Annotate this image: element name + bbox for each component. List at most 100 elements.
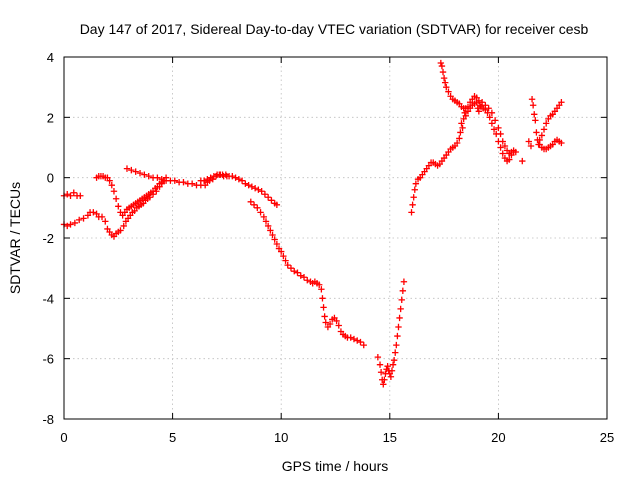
data-points: [60, 59, 565, 388]
data-point-marker: [408, 209, 415, 216]
data-point-marker: [475, 108, 483, 115]
data-point-marker: [486, 114, 493, 121]
data-point-marker: [396, 314, 403, 322]
data-point-marker: [540, 126, 548, 133]
data-point-marker: [499, 138, 506, 145]
data-point-marker: [71, 219, 79, 227]
data-point-marker: [158, 175, 165, 183]
data-point-marker: [453, 139, 461, 147]
y-tick-label: 0: [47, 171, 54, 186]
data-point-marker: [70, 189, 77, 196]
data-point-marker: [390, 356, 398, 364]
data-point-marker: [538, 132, 546, 139]
grid-lines: [64, 57, 607, 419]
data-point-marker: [441, 79, 449, 86]
data-point-marker: [457, 129, 464, 136]
data-point-marker: [321, 313, 328, 320]
data-point-marker: [291, 267, 298, 275]
data-point-marker: [304, 277, 311, 284]
data-point-marker: [273, 240, 281, 248]
data-point-marker: [64, 222, 71, 230]
data-point-marker: [254, 204, 261, 212]
data-point-marker: [398, 296, 405, 304]
data-point-marker: [229, 172, 236, 180]
data-point-marker: [318, 286, 325, 293]
data-point-marker: [146, 194, 153, 201]
data-point-marker: [264, 194, 272, 201]
data-point-marker: [558, 99, 565, 106]
data-point-marker: [320, 304, 327, 311]
data-point-marker: [102, 218, 109, 225]
data-point-marker: [335, 322, 342, 329]
data-point-marker: [261, 191, 269, 198]
data-point-marker: [235, 175, 243, 183]
data-point-marker: [322, 319, 329, 326]
data-point-marker: [98, 213, 106, 221]
x-tick-label: 10: [274, 430, 288, 445]
data-point-marker: [258, 188, 265, 195]
x-tick-label: 0: [60, 430, 67, 445]
data-point-marker: [117, 227, 124, 234]
data-point-marker: [527, 142, 535, 150]
data-point-marker: [260, 213, 268, 221]
data-point-marker: [478, 99, 486, 106]
data-point-marker: [297, 272, 304, 279]
y-tick-label: -2: [42, 231, 54, 246]
data-point-marker: [491, 117, 499, 124]
data-point-marker: [242, 180, 249, 187]
data-point-marker: [495, 124, 502, 132]
data-point-marker: [485, 105, 492, 112]
data-point-marker: [319, 295, 326, 302]
data-point-marker: [497, 130, 504, 138]
data-point-marker: [482, 102, 489, 109]
data-point-marker: [443, 83, 450, 91]
chart-title: Day 147 of 2017, Sidereal Day-to-day VTE…: [80, 21, 589, 37]
data-point-marker: [528, 96, 536, 103]
data-point-marker: [217, 171, 224, 178]
data-point-marker: [326, 320, 334, 328]
data-point-marker: [287, 264, 295, 272]
data-point-marker: [395, 323, 402, 331]
data-point-marker: [490, 126, 498, 133]
data-point-marker: [238, 177, 246, 184]
data-point-marker: [387, 373, 395, 380]
data-point-marker: [438, 62, 446, 70]
data-point-marker: [245, 182, 252, 189]
data-point-marker: [354, 337, 361, 344]
data-point-marker: [439, 68, 447, 76]
data-point-marker: [112, 195, 120, 202]
data-point-marker: [76, 216, 83, 224]
x-axis-label: GPS time / hours: [282, 458, 389, 474]
x-tick-label: 5: [169, 430, 176, 445]
data-point-marker: [123, 165, 131, 172]
data-point-marker: [411, 186, 418, 193]
data-point-marker: [393, 341, 400, 349]
data-point-marker: [458, 120, 465, 127]
data-point-marker: [67, 221, 74, 228]
data-point-marker: [232, 174, 239, 181]
data-point-marker: [284, 261, 291, 269]
data-point-marker: [110, 188, 118, 195]
data-point-marker: [357, 338, 364, 346]
data-point-marker: [145, 172, 152, 180]
data-point-marker: [445, 88, 452, 95]
data-point-marker: [115, 203, 122, 210]
data-point-marker: [80, 215, 87, 222]
data-point-marker: [247, 198, 254, 205]
data-point-marker: [437, 59, 445, 67]
data-point-marker: [409, 201, 416, 209]
data-point-marker: [488, 120, 496, 127]
data-point-marker: [389, 361, 397, 368]
data-point-marker: [475, 97, 483, 104]
data-point-marker: [294, 269, 301, 276]
data-point-marker: [282, 257, 289, 264]
data-point-marker: [154, 174, 161, 181]
data-point-marker: [374, 353, 382, 361]
data-point-marker: [180, 178, 187, 186]
data-point-marker: [529, 102, 537, 109]
data-point-marker: [350, 335, 358, 343]
data-point-marker: [207, 174, 214, 181]
data-point-marker: [462, 112, 470, 120]
data-point-marker: [141, 171, 148, 178]
